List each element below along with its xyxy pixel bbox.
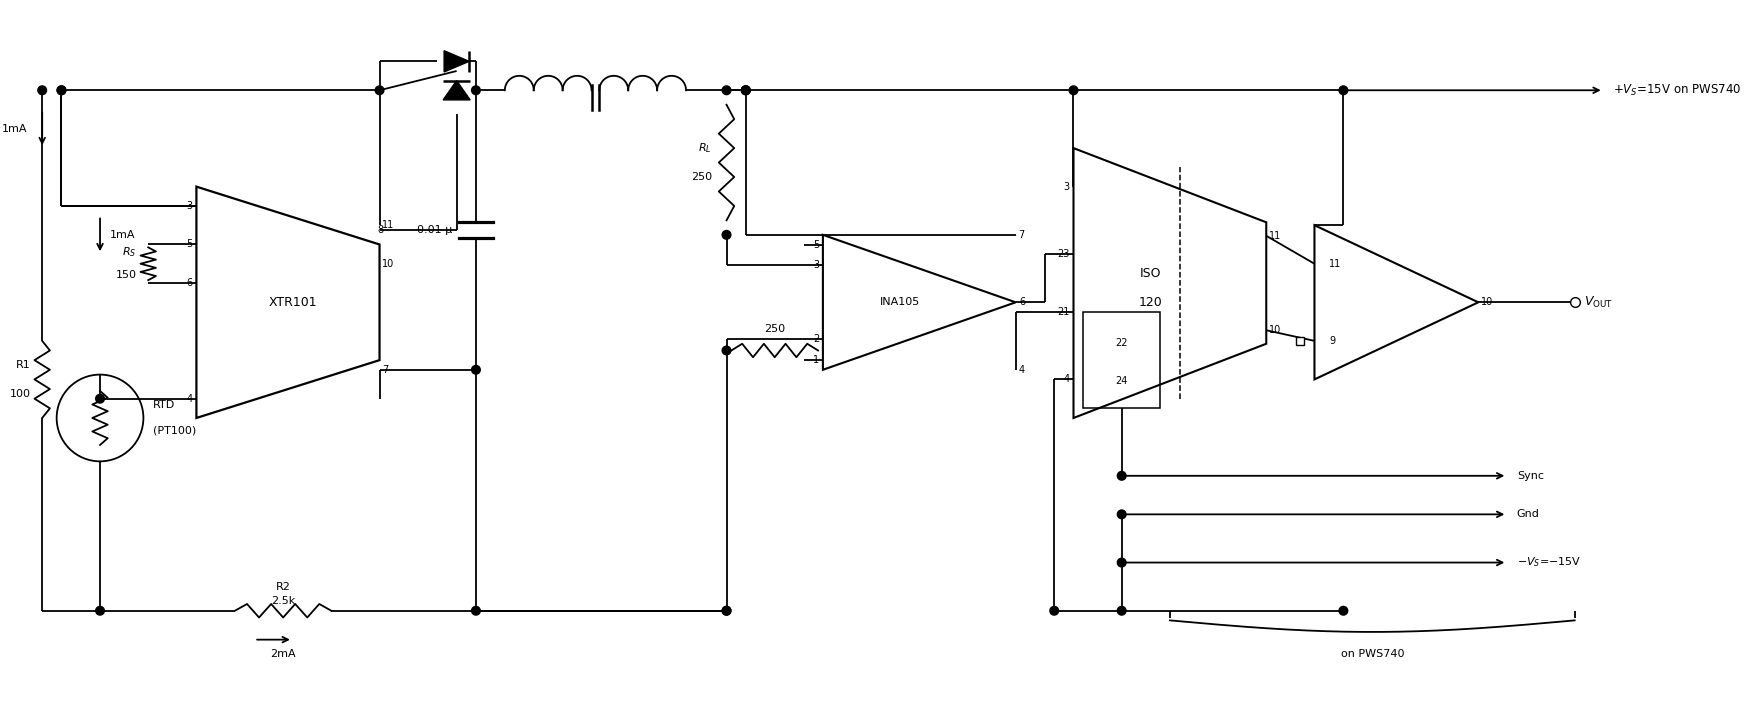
Text: Gnd: Gnd xyxy=(1517,510,1540,519)
Circle shape xyxy=(56,86,65,95)
Text: 250: 250 xyxy=(692,172,713,182)
Text: 11: 11 xyxy=(382,220,394,230)
Text: 1: 1 xyxy=(813,355,818,365)
Text: 7: 7 xyxy=(1019,230,1024,240)
Text: 6: 6 xyxy=(1019,297,1026,307)
Circle shape xyxy=(56,86,65,95)
Circle shape xyxy=(95,395,104,403)
Text: R2: R2 xyxy=(276,582,290,592)
Text: 4: 4 xyxy=(1019,365,1024,375)
Text: 120: 120 xyxy=(1139,296,1163,309)
Circle shape xyxy=(722,346,730,355)
Text: $R_S$: $R_S$ xyxy=(121,245,137,259)
Text: Sync: Sync xyxy=(1517,471,1544,481)
Text: 23: 23 xyxy=(1058,249,1070,259)
Polygon shape xyxy=(444,81,470,100)
Circle shape xyxy=(741,86,750,95)
Circle shape xyxy=(39,86,46,95)
Text: R1: R1 xyxy=(16,360,30,370)
Circle shape xyxy=(722,86,730,95)
Text: 10: 10 xyxy=(1482,297,1494,307)
Text: 2.5k: 2.5k xyxy=(271,596,296,606)
Text: 0.01 μ: 0.01 μ xyxy=(417,225,452,235)
Circle shape xyxy=(1339,86,1348,95)
Text: 10: 10 xyxy=(1269,325,1281,335)
Text: INA105: INA105 xyxy=(880,297,920,307)
Text: 1mA: 1mA xyxy=(2,124,28,134)
Text: 2: 2 xyxy=(813,334,818,344)
Circle shape xyxy=(722,606,730,615)
Circle shape xyxy=(472,365,480,374)
Text: ISO: ISO xyxy=(1140,267,1162,280)
Text: 5: 5 xyxy=(813,240,818,250)
Text: 7: 7 xyxy=(382,365,389,375)
Text: 3: 3 xyxy=(187,201,192,211)
Circle shape xyxy=(1118,558,1126,567)
Circle shape xyxy=(95,606,104,615)
Circle shape xyxy=(1051,606,1058,615)
Circle shape xyxy=(472,606,480,615)
Text: $+V_S$=15V on PWS740: $+V_S$=15V on PWS740 xyxy=(1614,83,1741,98)
Text: on PWS740: on PWS740 xyxy=(1341,649,1404,659)
Text: 10: 10 xyxy=(382,259,394,268)
Text: XTR101: XTR101 xyxy=(269,296,317,309)
Circle shape xyxy=(1118,472,1126,480)
Circle shape xyxy=(722,606,730,615)
Circle shape xyxy=(1118,606,1126,615)
Text: 6: 6 xyxy=(187,278,192,288)
Text: 100: 100 xyxy=(9,389,30,399)
Text: 150: 150 xyxy=(116,271,137,280)
Circle shape xyxy=(1068,86,1077,95)
Circle shape xyxy=(1118,510,1126,519)
Circle shape xyxy=(375,86,384,95)
Text: 11: 11 xyxy=(1269,231,1281,241)
Text: (PT100): (PT100) xyxy=(153,426,197,435)
Text: 1mA: 1mA xyxy=(109,230,136,240)
Circle shape xyxy=(472,86,480,95)
Text: 11: 11 xyxy=(1329,259,1341,268)
Text: 4: 4 xyxy=(1063,374,1070,384)
Text: 5: 5 xyxy=(187,240,192,250)
Text: 8: 8 xyxy=(378,225,384,235)
Text: $R_L$: $R_L$ xyxy=(699,141,713,155)
Circle shape xyxy=(1339,606,1348,615)
Text: 22: 22 xyxy=(1116,338,1128,348)
Text: RTD: RTD xyxy=(153,400,176,411)
Text: 3: 3 xyxy=(1063,182,1070,191)
Circle shape xyxy=(741,86,750,95)
Text: 21: 21 xyxy=(1058,307,1070,317)
Text: $V_{\rm OUT}$: $V_{\rm OUT}$ xyxy=(1584,294,1614,310)
Text: 2mA: 2mA xyxy=(271,649,296,659)
Text: 4: 4 xyxy=(187,394,192,404)
Circle shape xyxy=(741,86,750,95)
Text: 24: 24 xyxy=(1116,376,1128,386)
Text: 3: 3 xyxy=(813,260,818,270)
Circle shape xyxy=(722,231,730,239)
Text: 9: 9 xyxy=(1329,336,1336,346)
Text: $-V_S$=−15V: $-V_S$=−15V xyxy=(1517,556,1580,569)
Polygon shape xyxy=(444,50,470,72)
Text: 250: 250 xyxy=(764,325,785,334)
